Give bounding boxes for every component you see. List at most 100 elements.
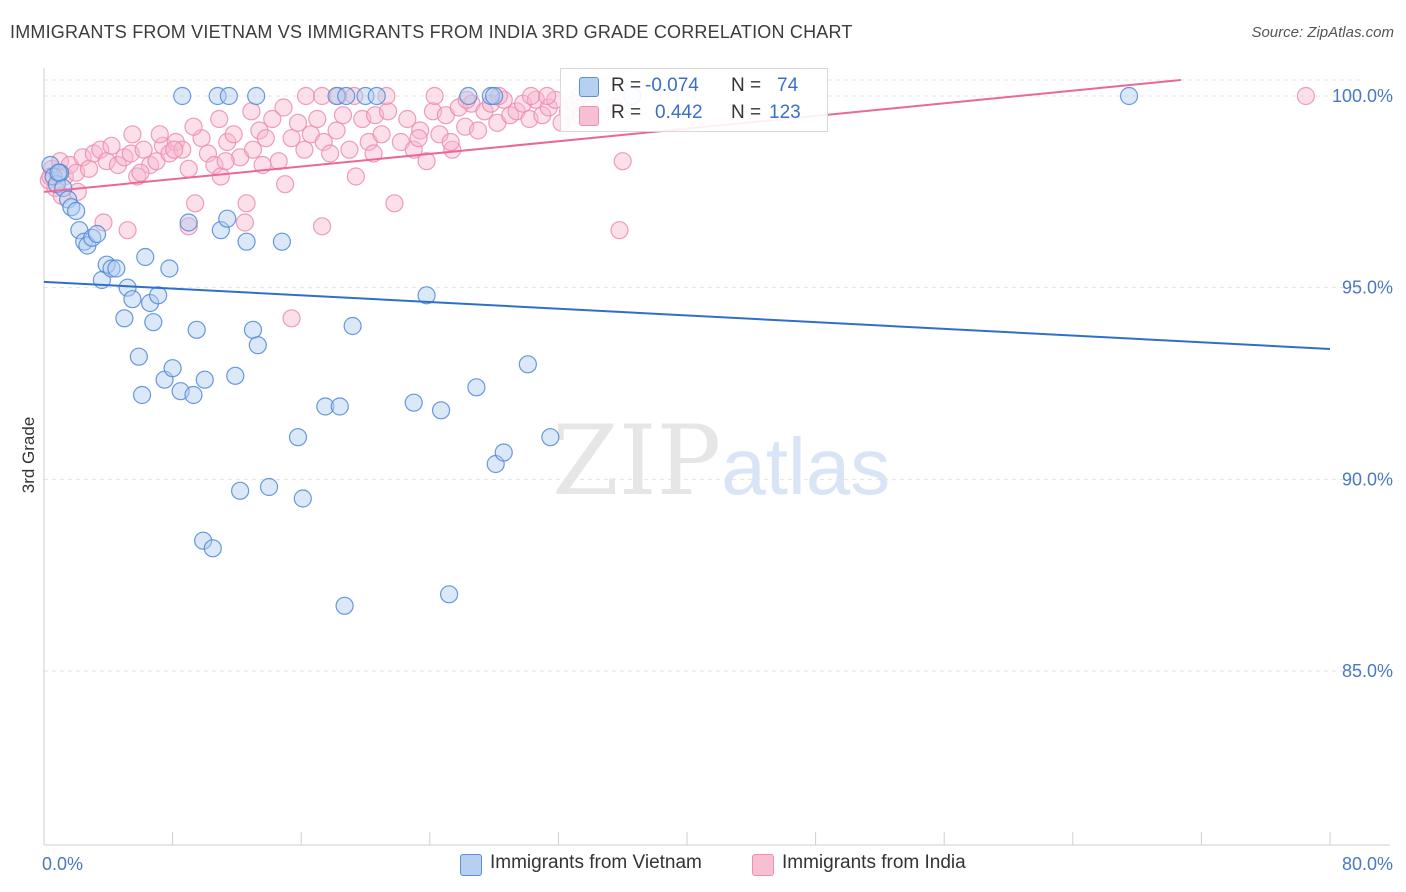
india-point	[288, 113, 308, 132]
vietnam-point	[343, 316, 362, 336]
india-point	[538, 86, 557, 106]
india-point	[282, 129, 301, 148]
india-point	[242, 102, 261, 121]
india-point	[274, 98, 293, 117]
india-point	[312, 86, 332, 106]
india-point	[327, 121, 346, 140]
vietnam-point	[218, 209, 237, 228]
india-point	[333, 106, 353, 125]
india-point	[346, 167, 365, 186]
vietnam-point	[163, 359, 182, 378]
india-point	[372, 125, 391, 144]
vietnam-point	[129, 347, 148, 366]
india-n-value: 123	[769, 102, 801, 123]
vietnam-point	[518, 355, 537, 374]
vietnam-point	[316, 397, 335, 416]
vietnam-point	[367, 86, 386, 106]
y-tick-label: 90.0%	[1342, 469, 1393, 489]
india-point	[210, 109, 229, 129]
axis-labels: 85.0% 90.0% 95.0% 100.0% 0.0% 80.0% 3rd Grade	[19, 86, 1393, 874]
india-point	[312, 217, 332, 236]
india-point	[377, 86, 396, 106]
vietnam-point	[337, 86, 356, 106]
vietnam-point	[439, 585, 459, 604]
india-point	[79, 159, 99, 178]
y-tick-label: 85.0%	[1342, 661, 1393, 681]
vietnam-point	[485, 86, 504, 106]
india-point	[613, 152, 632, 171]
india-point	[211, 167, 230, 186]
vietnam-point	[541, 428, 560, 447]
india-point	[102, 136, 121, 155]
india-point	[295, 140, 314, 159]
vietnam-point	[160, 259, 179, 278]
vietnam-n-value: 74	[777, 75, 799, 96]
vietnam-point	[195, 370, 214, 389]
vietnam-point	[203, 539, 222, 558]
india-point	[134, 140, 153, 159]
vietnam-point	[327, 86, 346, 106]
india-point	[314, 132, 333, 152]
india-point	[91, 140, 110, 159]
vietnam-point	[179, 213, 198, 232]
vietnam-point	[194, 531, 213, 550]
vietnam-point	[243, 320, 263, 339]
india-point	[256, 129, 275, 148]
india-point	[411, 121, 430, 140]
india-point	[131, 163, 150, 182]
india-point	[404, 140, 423, 159]
vietnam-point	[417, 286, 436, 305]
india-point	[118, 221, 137, 240]
india-point	[184, 117, 203, 136]
vietnam-legend-label: Immigrants from Vietnam	[490, 852, 702, 873]
vietnam-point	[144, 313, 163, 332]
source-credit: Source: ZipAtlas.com	[1251, 24, 1394, 41]
india-point	[216, 152, 235, 171]
india-legend-label: Immigrants from India	[782, 852, 966, 873]
vietnam-point	[231, 481, 250, 500]
india-point	[398, 109, 417, 129]
watermark-atlas: atlas	[721, 422, 891, 511]
india-point	[378, 102, 398, 121]
vietnam-point	[219, 86, 238, 106]
india-point	[385, 194, 404, 213]
y-tick-label: 95.0%	[1342, 278, 1393, 298]
vietnam-point	[467, 378, 486, 397]
india-point	[364, 144, 383, 163]
india-swatch	[579, 106, 599, 126]
watermark: ZIPatlas	[552, 405, 890, 517]
india-point	[321, 144, 340, 163]
india-point	[235, 213, 255, 232]
india-point	[224, 125, 243, 144]
india-r-value: 0.442	[655, 102, 703, 123]
vietnam-point	[67, 201, 86, 221]
legend-row-india: R = 0.442 N = 123	[561, 100, 827, 130]
india-point	[340, 140, 359, 159]
vietnam-point	[184, 385, 203, 405]
india-legend-swatch	[752, 854, 774, 876]
india-point	[179, 159, 198, 178]
trend-lines	[43, 79, 1331, 350]
india-point	[468, 121, 488, 140]
india-point	[296, 86, 316, 106]
india-r-label: R =	[611, 102, 642, 123]
vietnam-trend-line	[43, 280, 1331, 350]
india-point	[94, 213, 113, 232]
india-point	[150, 125, 169, 144]
axes	[43, 68, 1390, 846]
vietnam-point	[247, 86, 266, 106]
chart-title: IMMIGRANTS FROM VIETNAM VS IMMIGRANTS FR…	[10, 22, 853, 42]
legend-row-vietnam: R = -0.074 N = 74	[561, 71, 827, 101]
vietnam-point	[87, 224, 107, 244]
vietnam-point	[248, 336, 267, 355]
vietnam-point	[237, 232, 256, 251]
vietnam-point	[123, 290, 142, 309]
india-point	[237, 194, 256, 213]
vietnam-point	[259, 477, 279, 497]
vietnam-point	[107, 259, 126, 278]
vietnam-legend-swatch	[460, 854, 482, 876]
vietnam-point	[431, 401, 451, 420]
india-point	[205, 155, 224, 175]
vietnam-point	[1119, 86, 1139, 106]
